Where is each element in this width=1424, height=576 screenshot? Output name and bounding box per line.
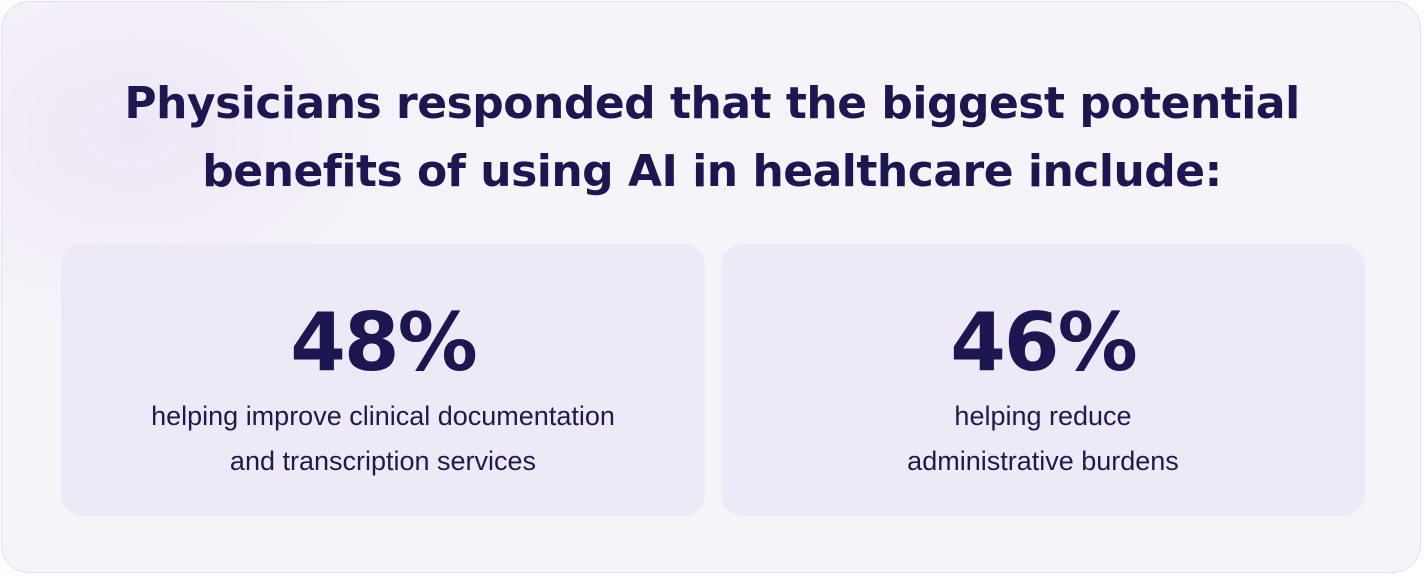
stat-description-line-1: helping improve clinical documentation [151,401,615,431]
stat-card-documentation: 48% helping improve clinical documentati… [61,244,705,516]
headline-line-1: Physicians responded that the biggest po… [124,78,1300,129]
stat-value: 46% [950,296,1137,389]
headline: Physicians responded that the biggest po… [2,70,1420,206]
stat-description-line-1: helping reduce [954,401,1132,431]
stat-card-administrative: 46% helping reduce administrative burden… [721,244,1365,516]
stat-description: helping reduce administrative burdens [721,394,1365,484]
stat-description-line-2: administrative burdens [907,446,1179,476]
stat-description-line-2: and transcription services [229,446,537,476]
headline-line-2: benefits of using AI in healthcare inclu… [202,146,1222,197]
stat-value: 48% [290,296,477,389]
stat-description: helping improve clinical documentation a… [61,394,705,484]
